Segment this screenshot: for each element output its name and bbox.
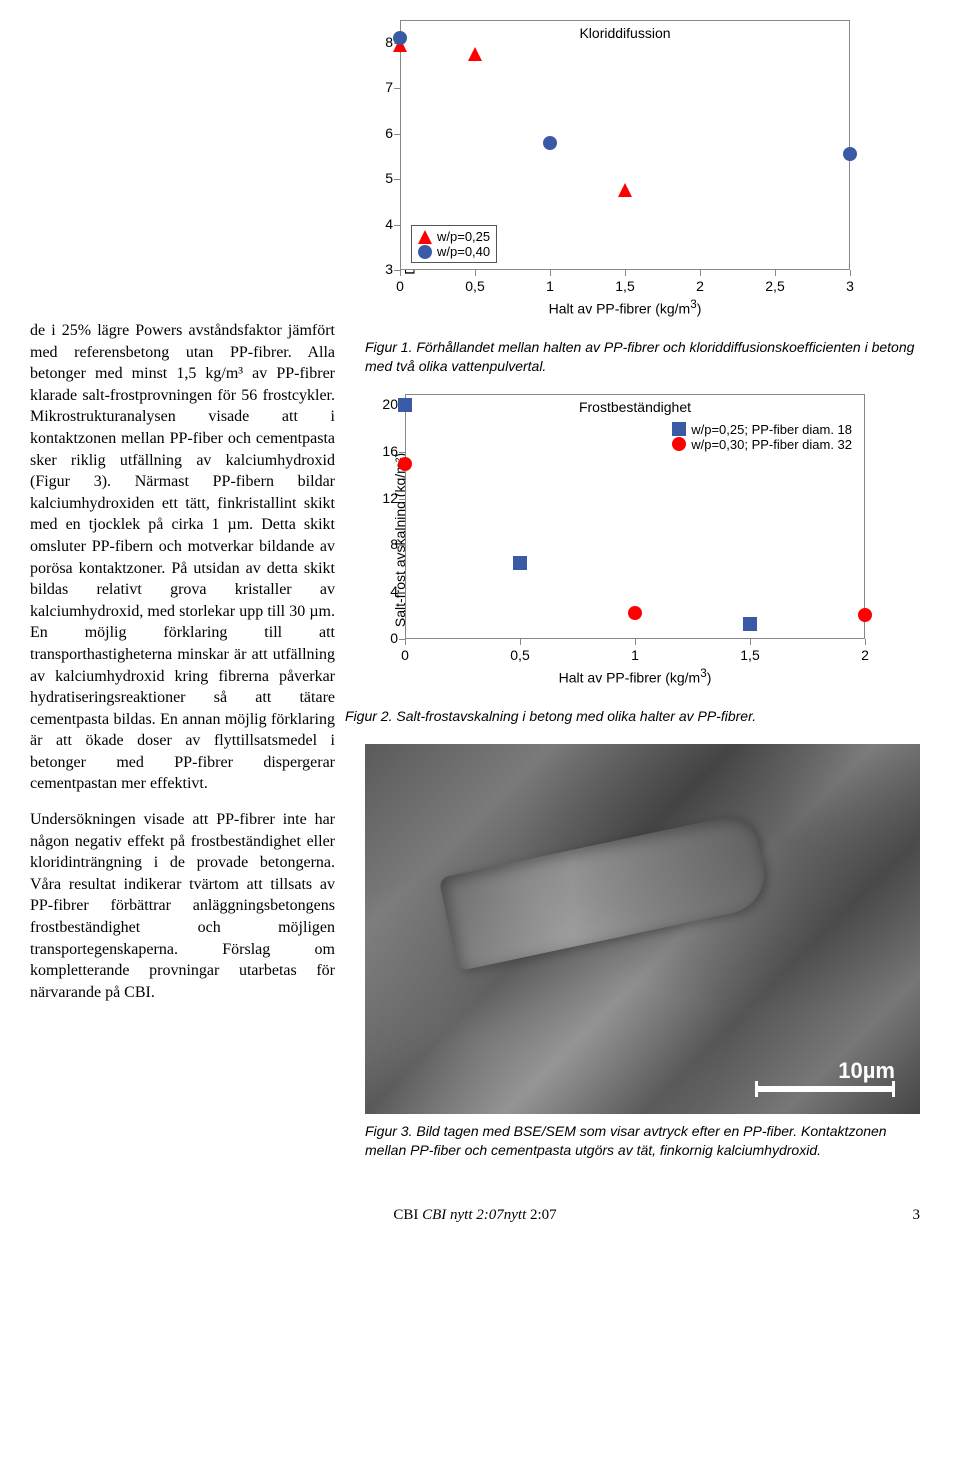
page-footer: CBI CBI nytt 2:07nytt 2:07 3 [30, 1177, 920, 1224]
figure-2-chart: Salt-frost avskalning (kg/m²) Frostbestä… [305, 394, 875, 699]
page-number: 3 [913, 1207, 921, 1224]
right-figure-column: Diffusionskoefficient (m²/s*E-12) Klorid… [365, 20, 920, 1177]
body-paragraph-2: Undersökningen visade att PP-fibrer inte… [30, 809, 335, 1003]
data-point [543, 136, 557, 150]
left-text-column: de i 25% lägre Powers avståndsfaktor jäm… [30, 320, 335, 1017]
data-point [513, 556, 527, 570]
x-axis-label: Halt av PP-fibrer (kg/m3) [405, 667, 865, 686]
data-point [743, 617, 757, 631]
data-point [398, 398, 412, 412]
data-point [468, 47, 482, 61]
figure-1-caption: Figur 1. Förhållandet mellan halten av P… [365, 338, 920, 376]
chart-title: Kloriddifussion [401, 25, 849, 41]
chart-legend: w/p=0,25; PP-fiber diam. 18w/p=0,30; PP-… [666, 419, 858, 455]
figure-3-sem-image: 10µm [365, 744, 920, 1114]
scalebar: 10µm [755, 1058, 895, 1092]
figure-2-caption: Figur 2. Salt-frostavskalning i betong m… [345, 707, 920, 726]
chart-title: Frostbeständighet [406, 399, 864, 415]
data-point [398, 457, 412, 471]
figure-3-caption: Figur 3. Bild tagen med BSE/SEM som visa… [365, 1122, 920, 1160]
x-axis-label: Halt av PP-fibrer (kg/m3) [400, 298, 850, 317]
scalebar-label: 10µm [838, 1058, 895, 1083]
figure-1-chart: Diffusionskoefficient (m²/s*E-12) Klorid… [305, 20, 865, 330]
data-point [858, 608, 872, 622]
data-point [618, 183, 632, 197]
data-point [843, 147, 857, 161]
data-point [628, 606, 642, 620]
scalebar-line [755, 1086, 895, 1092]
chart-legend: w/p=0,25w/p=0,40 [411, 225, 497, 263]
footer-center-text: CBI CBI nytt 2:07nytt 2:07 [30, 1207, 920, 1224]
body-paragraph-1: de i 25% lägre Powers avståndsfaktor jäm… [30, 320, 335, 795]
